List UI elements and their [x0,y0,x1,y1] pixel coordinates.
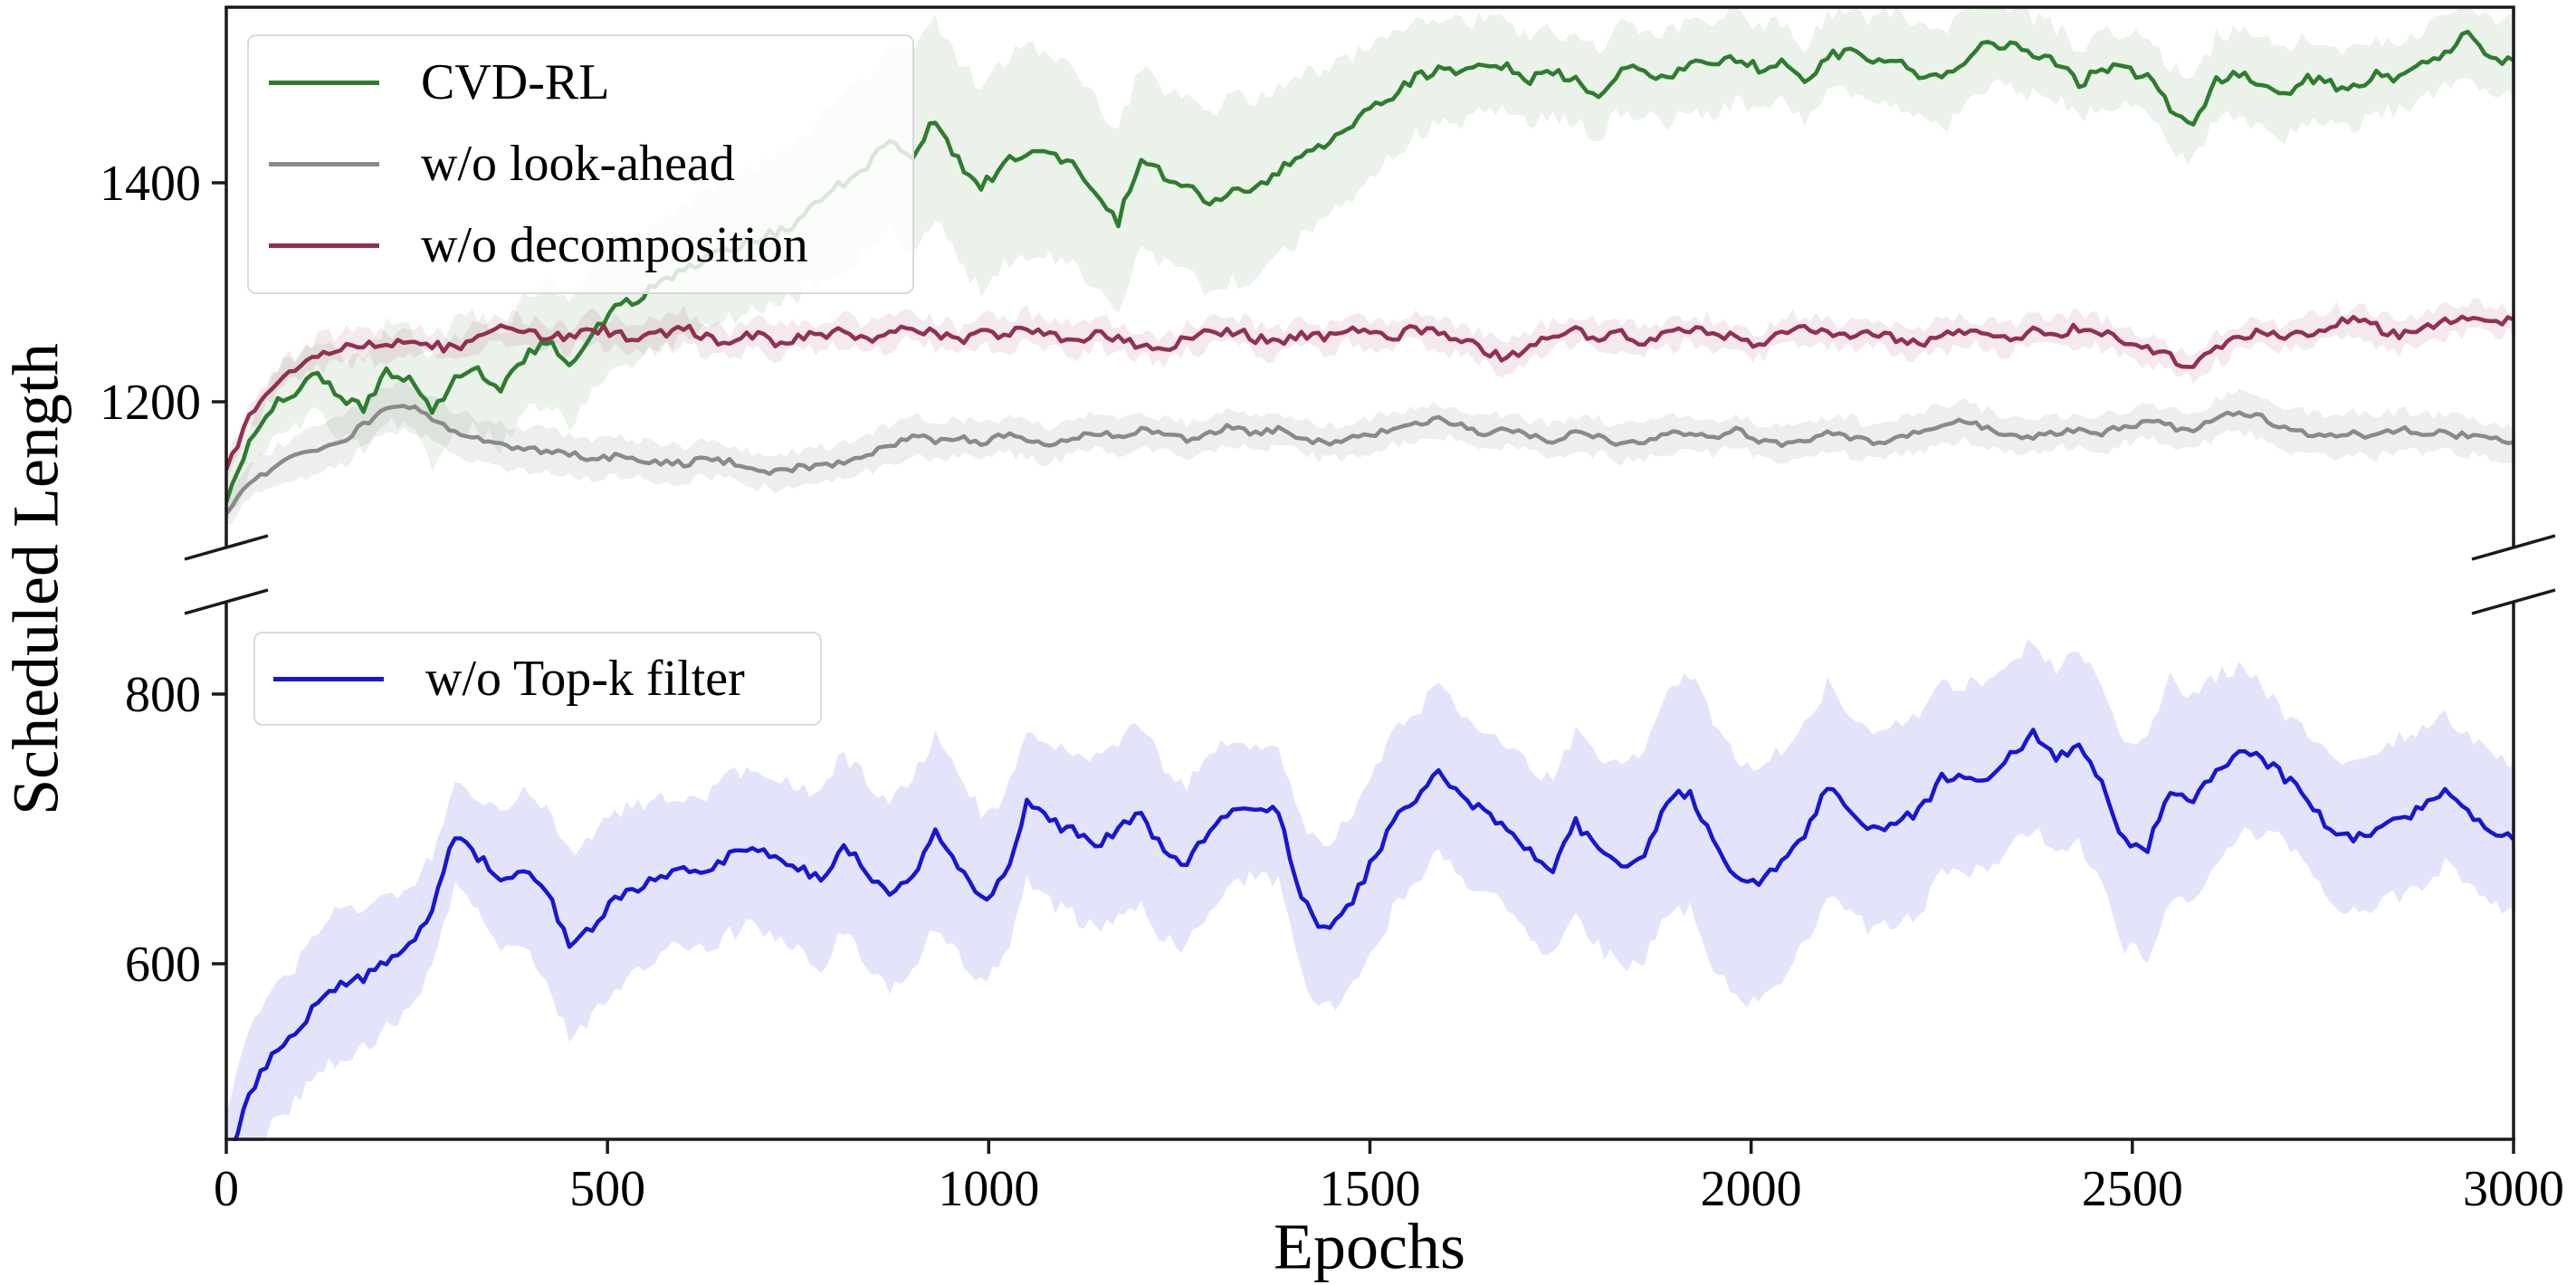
legend-entry-wo-decomposition: w/o decomposition [249,205,912,286]
bottom-panel-series [226,638,2514,1141]
legend-label: w/o decomposition [421,217,808,273]
x-tick-label: 3000 [2463,1161,2564,1217]
y-tick-label: 800 [125,667,201,723]
axis-break-slash-right-1 [2471,588,2556,615]
legend-entry-wo-top-k-filter: w/o Top-k filter [255,633,745,724]
legend-label: w/o Top-k filter [425,651,745,707]
legend-label: CVD-RL [421,54,610,110]
legend-line-swatch-maroon [269,243,379,248]
legend-entry-wo-look-ahead: w/o look-ahead [249,123,912,205]
axis-break-slash-left-1 [184,588,269,615]
confidence-band-w-o-look-ahead [226,379,2514,525]
legend-line-swatch-blue [273,676,384,681]
x-axis-label: Epochs [1274,1210,1465,1283]
series-line-w-o-decomposition [226,314,2514,471]
confidence-band-w-o-top-k-filter [226,638,2514,1141]
axis-break-slash-right-0 [2471,534,2556,561]
legend-bottom-panel: w/o Top-k filter [253,632,822,726]
x-tick-label: 2000 [1701,1161,1802,1217]
axis-break-slash-left-0 [184,534,269,561]
legend-entry-cvd-rl: CVD-RL [249,42,912,123]
series-line-w-o-look-ahead [226,404,2514,515]
legend-line-swatch-green [269,80,379,85]
confidence-band-w-o-decomposition [226,298,2514,482]
x-tick-label: 2500 [2082,1161,2183,1217]
legend-label: w/o look-ahead [421,136,735,192]
x-tick-label: 1000 [938,1161,1039,1217]
series-line-w-o-top-k-filter [232,728,2514,1141]
x-tick-label: 0 [214,1161,239,1217]
x-tick-label: 500 [569,1161,645,1217]
series-line-cvd-rl [226,29,2514,503]
y-tick-label: 1200 [100,375,201,431]
y-tick-label: 1400 [100,156,201,212]
y-tick-label: 600 [125,937,201,993]
legend-top-panel: CVD-RL w/o look-ahead w/o decomposition [247,34,914,294]
x-tick-label: 1500 [1320,1161,1421,1217]
legend-line-swatch-gray [269,161,379,167]
y-axis-label: Scheduled Length [0,343,72,815]
